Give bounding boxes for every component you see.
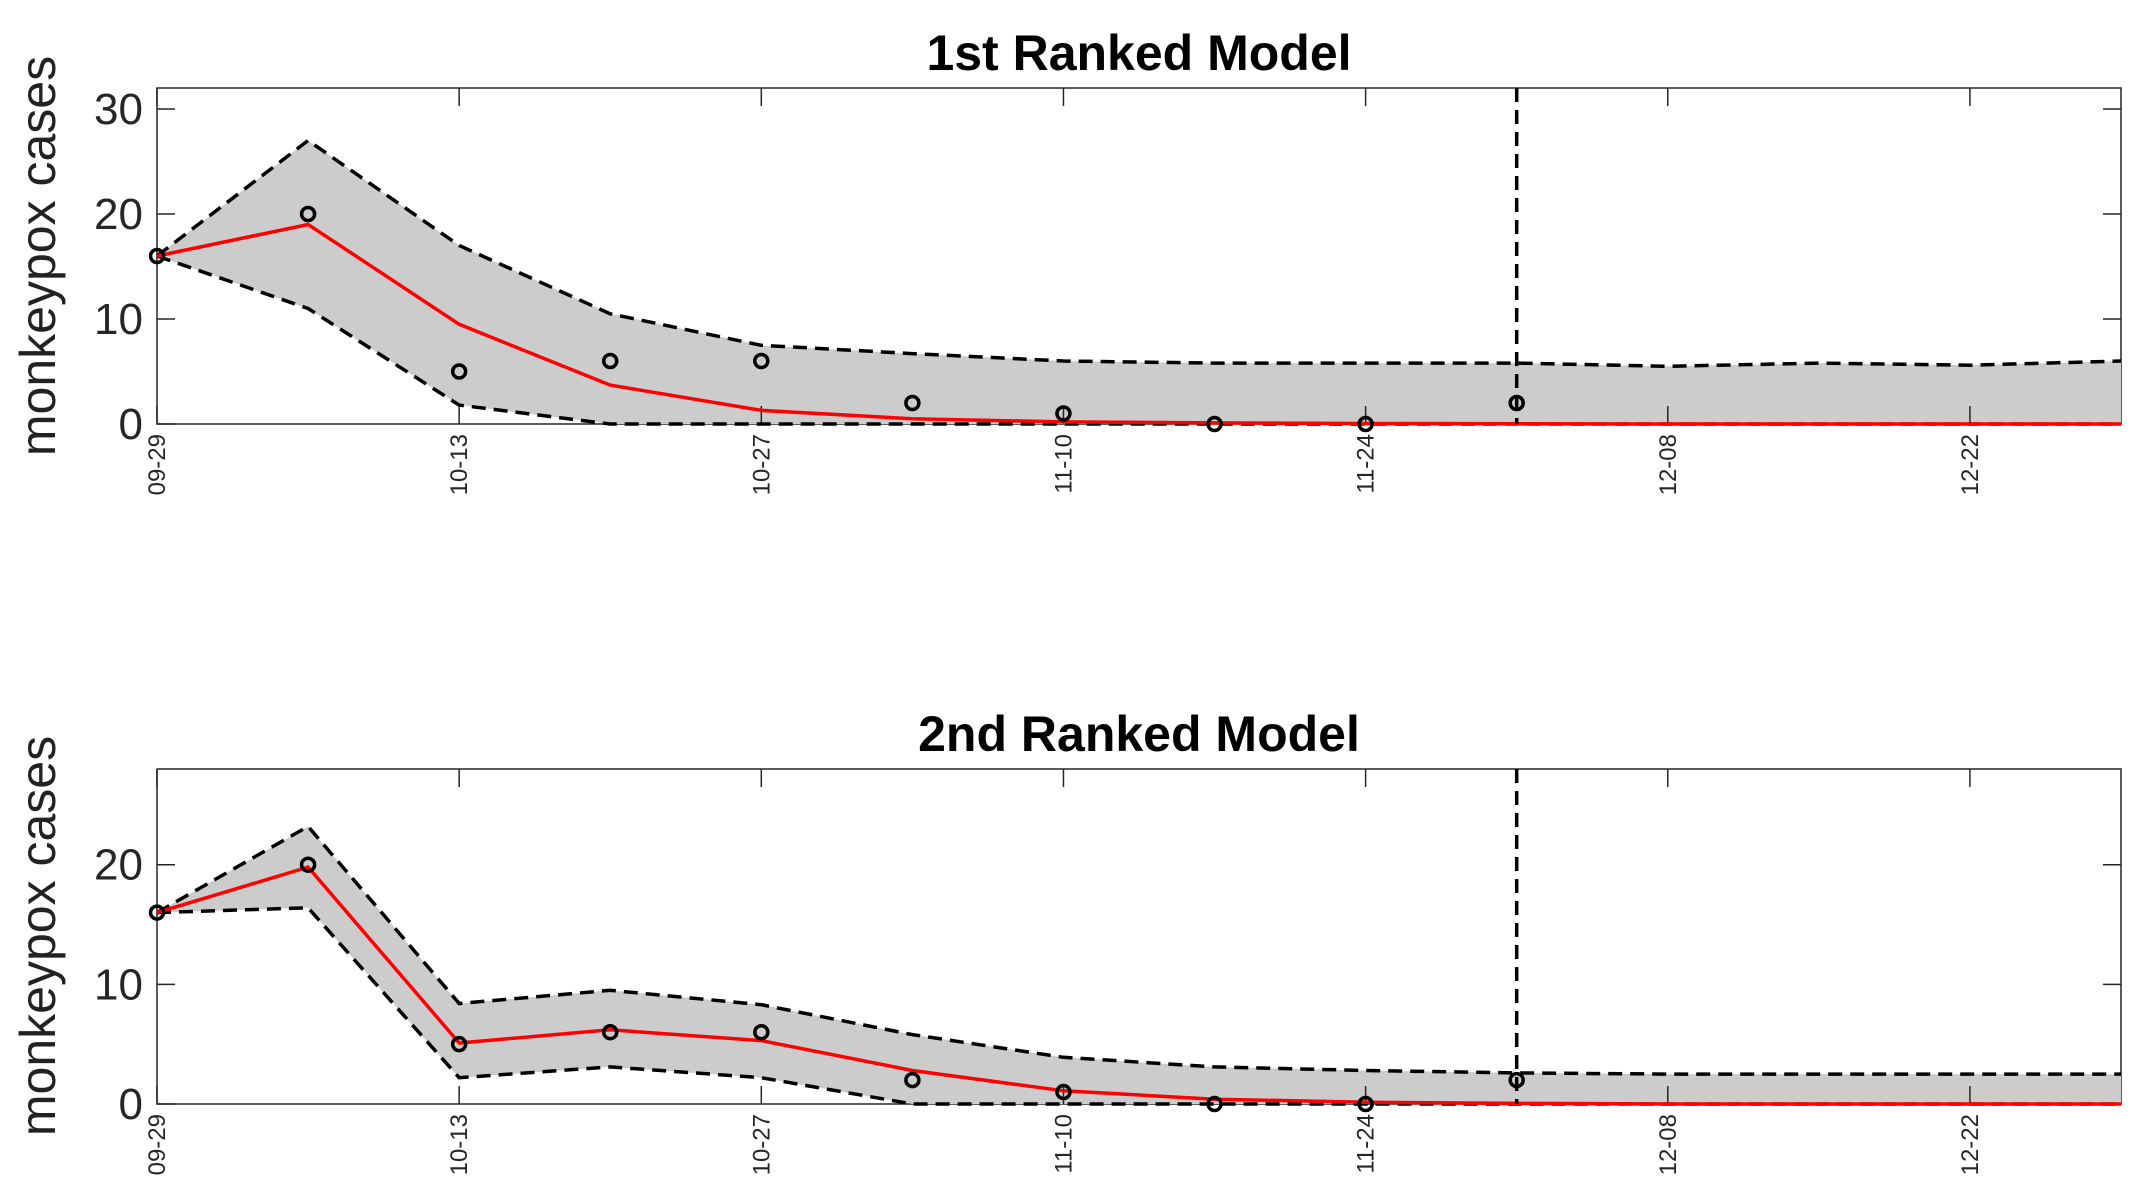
observed-point — [904, 394, 921, 412]
x-tick-label: 12-22 — [1957, 1114, 1984, 1175]
x-tick-label: 09-29 — [144, 1114, 171, 1175]
upper-bound-line — [155, 138, 2122, 369]
y-tick-label: 20 — [94, 841, 143, 890]
observed-point — [1357, 415, 1374, 433]
y-tick-label: 0 — [119, 400, 143, 449]
y-tick-label: 10 — [94, 960, 143, 1009]
panel-2nd-ranked-model: 2nd Ranked Model monkeypox cases 0 10 20 09… — [10, 706, 2122, 1175]
prediction-band — [157, 826, 2121, 1104]
chart-title: 2nd Ranked Model — [918, 706, 1360, 762]
observed-point — [904, 1071, 921, 1089]
chart-title: 1st Ranked Model — [926, 25, 1351, 81]
prediction-band — [157, 140, 2121, 424]
observed-point — [1055, 405, 1072, 422]
x-tick-label: 10-27 — [748, 434, 775, 495]
x-tick-label: 12-22 — [1957, 434, 1984, 495]
observed-point — [1055, 1083, 1072, 1101]
plot-marks: 0 10 20 09-29 10-13 10-27 11-10 11-24 12-08 12-22 — [94, 769, 2121, 1175]
x-tick-label: 10-13 — [446, 434, 473, 495]
y-axis-label: monkeypox cases — [10, 736, 66, 1136]
observed-point — [148, 247, 166, 265]
x-tick-label: 12-08 — [1655, 434, 1682, 495]
observed-point — [753, 1023, 770, 1041]
observed-point — [450, 1035, 468, 1053]
observed-point — [299, 856, 317, 873]
observed-point — [1206, 1095, 1223, 1113]
observed-point — [148, 904, 166, 921]
y-tick-label: 30 — [94, 85, 143, 134]
observed-point — [753, 352, 770, 370]
observed-point — [601, 352, 619, 370]
x-tick-label: 10-13 — [446, 1114, 473, 1175]
y-axis-label: monkeypox cases — [10, 56, 66, 456]
observed-point — [1508, 1071, 1525, 1089]
y-tick-label: 20 — [94, 190, 143, 239]
x-tick-label: 11-10 — [1050, 434, 1077, 494]
median-fit-line — [156, 865, 2121, 1106]
median-fit-line — [156, 222, 2121, 426]
upper-bound-line — [156, 824, 2121, 1076]
x-tick-label: 10-27 — [748, 1114, 775, 1175]
observed-point — [1508, 394, 1525, 412]
plot-marks: 0 10 20 30 09-29 10-13 10-27 11-10 11-24 12-08 12-… — [94, 85, 2122, 495]
x-tick-label: 11-24 — [1353, 1114, 1380, 1174]
observed-point — [1206, 415, 1223, 433]
observed-point — [1357, 1095, 1374, 1113]
x-tick-label: 11-24 — [1353, 434, 1380, 494]
y-tick-label: 0 — [119, 1080, 143, 1129]
y-tick-label: 10 — [94, 295, 143, 344]
observed-point — [450, 363, 468, 380]
x-tick-label: 09-29 — [144, 434, 171, 495]
panel-1st-ranked-model: 1st Ranked Model monkeypox cases 0 10 20 30… — [10, 25, 2122, 495]
x-tick-label: 12-08 — [1655, 1114, 1682, 1175]
observed-point — [299, 205, 317, 223]
x-tick-label: 11-10 — [1050, 1114, 1077, 1174]
observed-point — [601, 1023, 619, 1041]
